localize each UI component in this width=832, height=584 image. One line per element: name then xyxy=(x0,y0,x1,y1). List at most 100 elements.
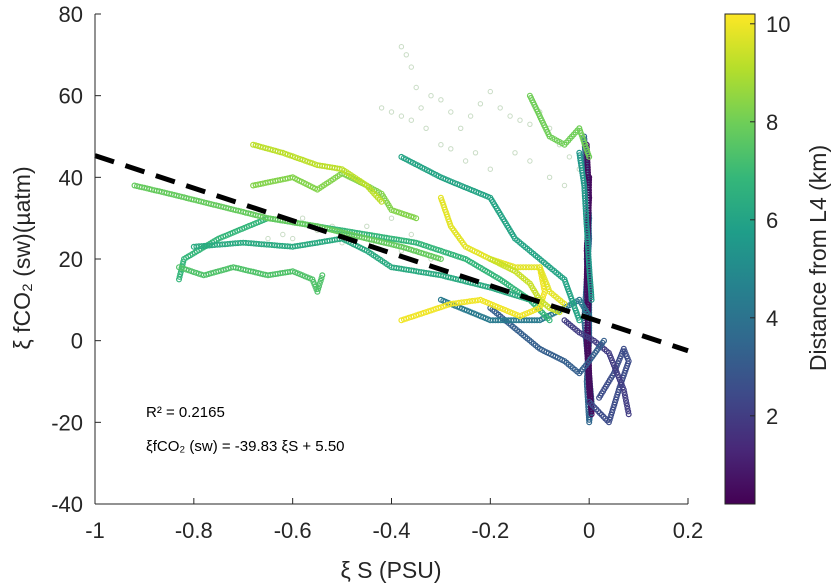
data-point xyxy=(319,272,326,279)
y-tick-label: 20 xyxy=(59,247,83,272)
trajectory-marker xyxy=(588,294,595,301)
colorbar-tick-label: 2 xyxy=(766,404,778,429)
trajectory-marker xyxy=(458,299,465,306)
trajectory-marker xyxy=(277,149,284,156)
trajectory-marker xyxy=(466,298,473,305)
trajectory-marker xyxy=(622,397,629,404)
x-tick-label: -0.2 xyxy=(471,518,509,543)
regression-equation-annotation: ξfCO₂ (sw) = -39.83 ξS + 5.50 xyxy=(146,438,345,455)
faint-data-point xyxy=(507,113,513,119)
faint-data-point xyxy=(487,166,493,172)
trajectory-marker xyxy=(611,401,618,408)
faint-data-point xyxy=(438,97,444,103)
trajectory-marker xyxy=(517,264,524,271)
faint-data-point xyxy=(497,105,503,111)
faint-data-point xyxy=(378,105,385,111)
trajectory-marker xyxy=(520,264,527,271)
data-point xyxy=(536,305,543,312)
trajectory-marker xyxy=(469,297,476,304)
faint-data-point xyxy=(418,105,424,111)
data-point xyxy=(561,300,568,307)
data-point xyxy=(378,198,385,205)
trajectory-marker xyxy=(540,291,547,298)
colorbar-tick-label: 8 xyxy=(766,110,778,135)
data-point xyxy=(620,386,627,393)
axes: -1 -0.8 -0.6 -0.4 -0.2 0 0.2 -40 -20 0 20 40 60 80 xyxy=(51,2,703,543)
faint-data-point xyxy=(561,182,568,189)
trajectory-marker xyxy=(531,264,538,271)
trajectory-marker xyxy=(315,285,322,292)
colorbar-tick-label: 4 xyxy=(766,306,778,331)
faint-data-point xyxy=(364,223,370,230)
faint-data-point xyxy=(517,117,523,123)
colorbar-label: Distance from L4 (km) xyxy=(805,145,831,371)
faint-data-point xyxy=(299,215,306,221)
y-tick-label: -20 xyxy=(51,410,83,435)
trajectory-marker xyxy=(514,264,521,271)
trajectory-marker xyxy=(450,300,457,307)
faint-data-point xyxy=(280,231,286,238)
faint-data-point xyxy=(566,154,573,160)
trajectory-marker xyxy=(624,405,631,412)
faint-data-point xyxy=(290,235,296,242)
x-tick-group: -1 -0.8 -0.6 -0.4 -0.2 0 0.2 xyxy=(85,498,703,543)
data-point xyxy=(576,317,583,324)
trajectory-marker xyxy=(625,408,632,415)
faint-data-point xyxy=(448,146,454,152)
trajectory-marker xyxy=(316,280,323,287)
trajectory-marker xyxy=(317,277,324,284)
faint-data-point xyxy=(398,113,405,119)
data-point xyxy=(586,153,593,160)
y-tick-label: 80 xyxy=(59,2,83,27)
faint-data-point xyxy=(527,158,533,164)
data-point xyxy=(596,394,603,401)
data-point xyxy=(437,256,444,263)
trajectory-marker xyxy=(318,275,325,282)
y-axis-label: ξ fCO₂ (sw)(µatm) xyxy=(9,166,35,349)
faint-data-point xyxy=(388,215,395,221)
faint-data-point xyxy=(265,235,271,242)
data-point xyxy=(447,300,454,307)
faint-data-point xyxy=(487,88,493,95)
trajectory-marker xyxy=(621,389,628,396)
trajectory-marker xyxy=(612,396,619,403)
x-tick-label: -1 xyxy=(85,518,105,543)
faint-data-point xyxy=(403,52,409,58)
y-tick-label: -40 xyxy=(51,492,83,517)
x-tick-label: -0.6 xyxy=(274,518,312,543)
faint-data-point xyxy=(413,84,419,91)
faint-data-point xyxy=(408,231,414,238)
faint-data-point xyxy=(527,121,533,128)
faint-data-point xyxy=(428,93,434,99)
y-tick-group: -40 -20 0 20 40 60 80 xyxy=(51,2,101,517)
faint-data-point xyxy=(477,101,484,107)
scatter-series xyxy=(131,92,632,426)
colorbar-tick-group: 2 4 6 8 10 xyxy=(750,12,790,429)
trajectory-marker xyxy=(608,409,615,416)
data-point xyxy=(600,337,607,344)
colorbar: 2 4 6 8 10 Distance from L4 (km) xyxy=(724,12,831,505)
faint-data-point xyxy=(388,109,395,115)
x-axis-label: ξ S (PSU) xyxy=(340,557,441,583)
y-tick-label: 0 xyxy=(71,329,83,354)
trajectory-marker xyxy=(472,297,479,304)
trajectory-marker xyxy=(316,283,323,290)
data-point xyxy=(546,317,553,324)
faint-data-point xyxy=(408,64,414,70)
r-squared-annotation: R² = 0.2165 xyxy=(146,404,225,421)
faint-data-point xyxy=(512,150,518,156)
trajectory-marker xyxy=(410,247,417,254)
y-tick-label: 40 xyxy=(59,165,83,190)
faint-data-point xyxy=(472,150,479,156)
data-point xyxy=(588,296,595,303)
trajectory-marker xyxy=(180,258,187,265)
trajectory-marker xyxy=(464,298,471,305)
trajectory-marker xyxy=(624,403,631,410)
x-tick-label: -0.8 xyxy=(175,518,213,543)
trajectory-marker xyxy=(622,394,629,401)
faint-data-point xyxy=(462,158,469,164)
trajectory-marker xyxy=(607,414,614,421)
trajectory-marker xyxy=(461,299,468,306)
data-point xyxy=(625,411,632,418)
regression-fit-line xyxy=(94,153,689,354)
